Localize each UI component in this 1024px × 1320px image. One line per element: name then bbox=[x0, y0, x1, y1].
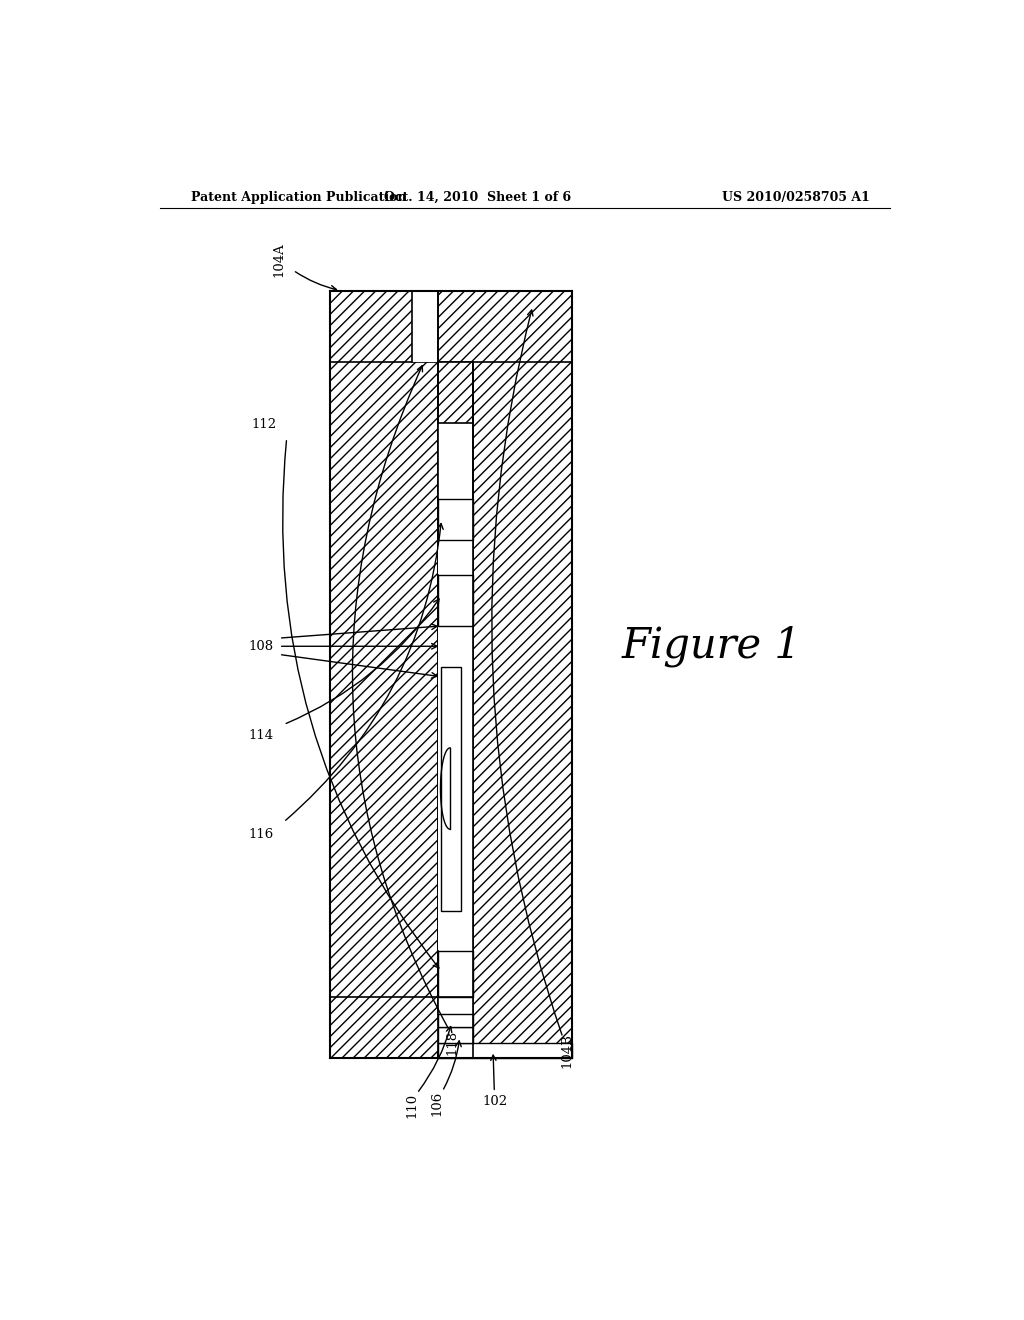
Text: 108: 108 bbox=[249, 640, 273, 653]
Text: 112: 112 bbox=[252, 418, 278, 432]
Text: Oct. 14, 2010  Sheet 1 of 6: Oct. 14, 2010 Sheet 1 of 6 bbox=[384, 190, 570, 203]
Bar bbox=[437, 540, 473, 576]
Bar bbox=[437, 499, 473, 540]
Text: US 2010/0258705 A1: US 2010/0258705 A1 bbox=[722, 190, 870, 203]
Bar bbox=[437, 952, 473, 997]
Bar bbox=[473, 290, 572, 1057]
Bar bbox=[437, 626, 473, 952]
Text: 104A: 104A bbox=[272, 243, 286, 277]
Bar bbox=[331, 290, 437, 1057]
Text: 118: 118 bbox=[445, 1030, 459, 1055]
Text: 104B: 104B bbox=[560, 1034, 573, 1068]
Text: 114: 114 bbox=[249, 729, 273, 742]
Bar bbox=[437, 1014, 473, 1027]
Text: 116: 116 bbox=[249, 828, 274, 841]
Bar bbox=[437, 1043, 572, 1057]
Text: 102: 102 bbox=[482, 1055, 507, 1107]
Text: 106: 106 bbox=[430, 1092, 443, 1117]
Bar bbox=[437, 576, 473, 626]
Bar bbox=[331, 997, 437, 1057]
Bar bbox=[437, 362, 473, 422]
Text: Figure 1: Figure 1 bbox=[622, 626, 801, 668]
Bar bbox=[437, 997, 473, 1014]
Bar bbox=[441, 667, 461, 911]
Bar bbox=[437, 362, 473, 997]
Bar bbox=[331, 290, 572, 362]
Text: 110: 110 bbox=[406, 1093, 419, 1118]
Text: Patent Application Publication: Patent Application Publication bbox=[191, 190, 407, 203]
Bar bbox=[437, 1027, 473, 1043]
Bar bbox=[412, 290, 437, 362]
